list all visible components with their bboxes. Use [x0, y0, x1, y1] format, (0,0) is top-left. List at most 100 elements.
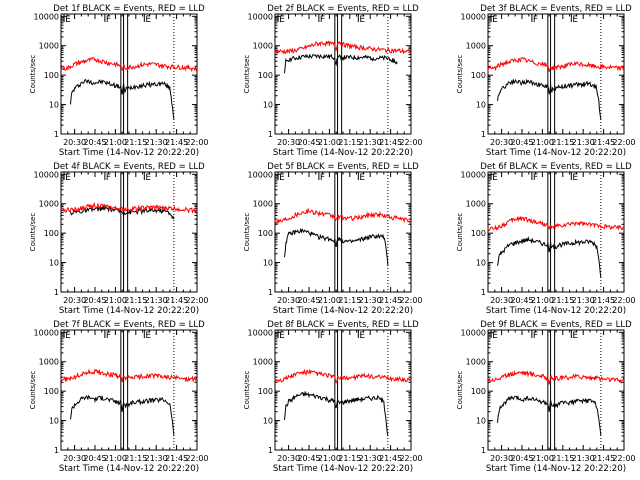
y-tick-label: 1	[268, 446, 273, 455]
x-tick-label: 21:45	[379, 454, 402, 463]
events-series-line	[284, 53, 398, 74]
marker-label: F	[533, 15, 538, 25]
marker-label: E	[65, 15, 71, 25]
y-tick-label: 10000	[461, 170, 486, 179]
marker-label: E	[359, 15, 365, 25]
lld-series-line	[274, 368, 412, 385]
x-tick-label: 21:45	[379, 296, 402, 305]
x-tick-label: 20:45	[297, 138, 320, 147]
marker-label: F	[106, 15, 111, 25]
y-tick-label: 10000	[461, 328, 486, 337]
events-series-line	[497, 394, 602, 437]
panel-title: Det 9f BLACK = Events, RED = LLD	[480, 320, 632, 330]
y-tick-label: 1	[54, 288, 59, 297]
detector-panel: Det 8f BLACK = Events, RED = LLD 1 10 100 10…	[243, 320, 423, 474]
y-tick-label: 1	[54, 446, 59, 455]
marker-label: F	[533, 173, 538, 183]
detector-panel: Det 7f BLACK = Events, RED = LLD 1 10 100 10…	[29, 320, 209, 474]
marker-label: E	[279, 15, 285, 25]
x-tick-label: 21:30	[359, 296, 382, 305]
y-axis-label: Counts/sec	[29, 55, 37, 94]
x-tick-label: 21:00	[318, 296, 341, 305]
marker-label: E	[65, 173, 71, 183]
x-tick-label: 21:45	[592, 296, 615, 305]
x-tick-label: 22:00	[399, 138, 422, 147]
x-tick-label: 21:45	[592, 138, 615, 147]
panel-title: Det 8f BLACK = Events, RED = LLD	[267, 320, 419, 330]
events-series-line	[70, 394, 175, 437]
x-tick-label: 20:30	[277, 296, 300, 305]
marker-label: E	[279, 331, 285, 341]
y-tick-label: 1	[481, 446, 486, 455]
panel-title: Det 7f BLACK = Events, RED = LLD	[53, 320, 205, 330]
x-tick-label: 21:00	[104, 296, 127, 305]
x-axis-label: Start Time (14-Nov-12 20:22:20)	[59, 148, 199, 158]
y-tick-label: 100	[471, 229, 486, 238]
y-tick-label: 10000	[248, 170, 273, 179]
y-axis-label: Counts/sec	[29, 213, 37, 252]
x-tick-label: 21:15	[551, 296, 574, 305]
y-tick-label: 10000	[34, 12, 59, 21]
detector-panel: Det 6f BLACK = Events, RED = LLD 1 10 100 10…	[456, 162, 636, 316]
x-tick-label: 20:45	[83, 454, 106, 463]
x-tick-label: 20:30	[63, 296, 86, 305]
y-axis-label: Counts/sec	[243, 213, 251, 252]
y-tick-label: 10	[49, 417, 59, 426]
x-tick-label: 22:00	[612, 296, 635, 305]
x-tick-label: 21:15	[338, 296, 361, 305]
x-tick-label: 21:45	[165, 138, 188, 147]
plot-frame	[60, 13, 198, 135]
x-tick-label: 20:45	[510, 138, 533, 147]
y-tick-label: 1	[268, 130, 273, 139]
lld-series-line	[274, 207, 412, 225]
y-tick-label: 100	[471, 387, 486, 396]
x-tick-label: 21:15	[551, 138, 574, 147]
y-axis-label: Counts/sec	[456, 213, 464, 252]
y-tick-label: 10	[476, 259, 486, 268]
x-tick-label: 21:30	[145, 454, 168, 463]
y-axis-label: Counts/sec	[456, 371, 464, 410]
x-tick-label: 20:30	[490, 454, 513, 463]
x-axis-label: Start Time (14-Nov-12 20:22:20)	[59, 464, 199, 474]
x-tick-label: 21:00	[531, 138, 554, 147]
marker-label: E	[359, 331, 365, 341]
y-tick-label: 100	[258, 387, 273, 396]
y-tick-label: 10000	[248, 12, 273, 21]
y-tick-label: 10	[263, 259, 273, 268]
x-tick-label: 21:45	[165, 296, 188, 305]
y-tick-label: 100	[44, 71, 59, 80]
marker-label: E	[572, 331, 578, 341]
x-tick-label: 22:00	[185, 138, 208, 147]
y-tick-label: 10000	[461, 12, 486, 21]
y-tick-label: 100	[258, 71, 273, 80]
y-axis-label: Counts/sec	[29, 371, 37, 410]
x-tick-label: 21:30	[359, 138, 382, 147]
y-tick-label: 10	[49, 101, 59, 110]
x-tick-label: 22:00	[399, 454, 422, 463]
marker-label: E	[572, 173, 578, 183]
y-tick-label: 1	[268, 288, 273, 297]
marker-label: E	[492, 15, 498, 25]
x-axis-label: Start Time (14-Nov-12 20:22:20)	[273, 306, 413, 316]
x-tick-label: 21:45	[379, 138, 402, 147]
panel-title: Det 4f BLACK = Events, RED = LLD	[53, 162, 205, 172]
y-tick-label: 10	[263, 417, 273, 426]
x-tick-label: 20:45	[510, 296, 533, 305]
x-axis-label: Start Time (14-Nov-12 20:22:20)	[273, 148, 413, 158]
lld-series-line	[487, 215, 625, 232]
x-tick-label: 21:15	[124, 138, 147, 147]
y-tick-label: 100	[44, 229, 59, 238]
x-tick-label: 21:15	[124, 296, 147, 305]
marker-label: F	[106, 331, 111, 341]
x-tick-label: 21:15	[124, 454, 147, 463]
y-tick-label: 10	[263, 101, 273, 110]
y-axis-label: Counts/sec	[243, 55, 251, 94]
lld-series-line	[60, 56, 198, 72]
x-tick-label: 20:45	[510, 454, 533, 463]
x-tick-label: 22:00	[612, 454, 635, 463]
x-tick-label: 21:30	[572, 296, 595, 305]
plot-frame	[487, 13, 625, 135]
marker-label: F	[320, 331, 325, 341]
x-tick-label: 22:00	[185, 454, 208, 463]
events-series-line	[70, 78, 175, 121]
